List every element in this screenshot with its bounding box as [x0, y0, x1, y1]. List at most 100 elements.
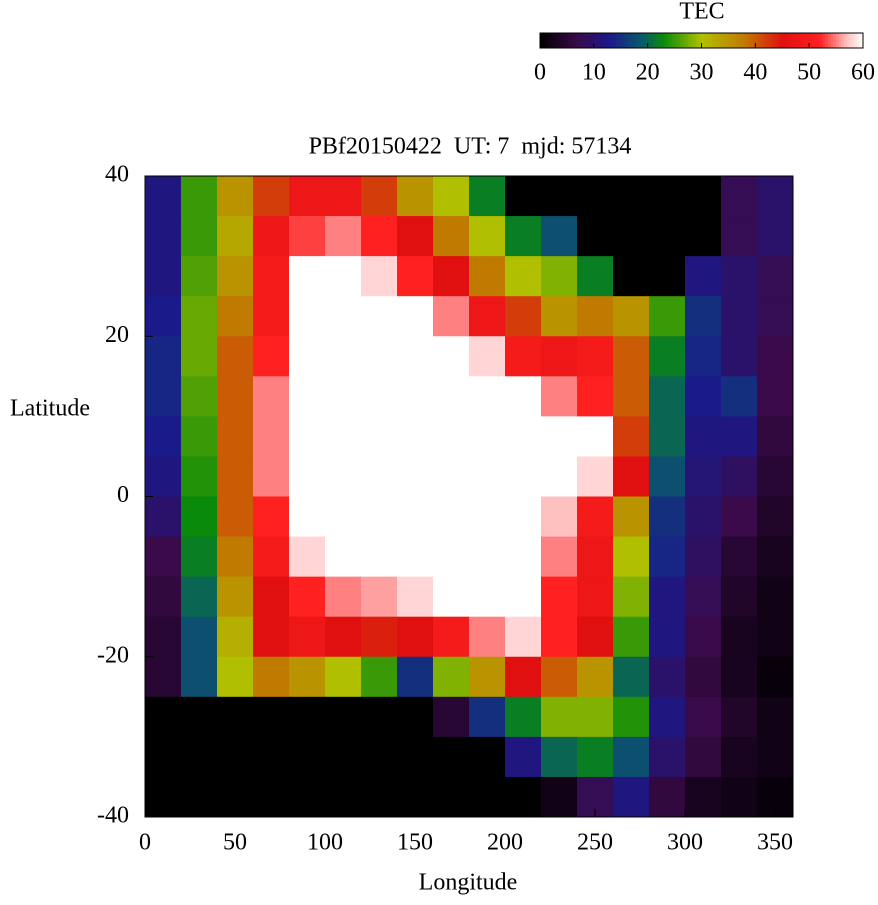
heat-cell	[505, 256, 542, 297]
colorbar-tick-label: 20	[636, 60, 660, 86]
colorbar-swatch	[844, 33, 848, 48]
heat-cell	[289, 736, 326, 778]
heat-cell	[289, 496, 326, 538]
heat-cell	[181, 616, 218, 658]
heat-cell	[397, 416, 434, 457]
heat-cell	[145, 376, 182, 417]
colorbar-tick-label: 40	[743, 60, 767, 86]
colorbar-swatch	[744, 33, 748, 48]
colorbar-swatch	[631, 33, 635, 48]
heat-cell	[649, 496, 686, 538]
heat-cell	[253, 656, 290, 698]
heat-cell	[433, 296, 470, 337]
heat-cell	[721, 296, 758, 337]
heat-cell	[469, 376, 506, 417]
heat-cell	[361, 616, 398, 658]
heat-cell	[685, 536, 722, 578]
heat-cell	[145, 496, 182, 538]
heat-cell	[613, 736, 650, 778]
y-tick-label: -40	[97, 803, 129, 829]
colorbar-swatch	[666, 33, 670, 48]
heat-cell	[397, 496, 434, 538]
heat-cell	[217, 336, 254, 377]
heat-cell	[541, 496, 578, 538]
heat-cell	[145, 256, 182, 297]
colorbar-swatch	[682, 33, 686, 48]
heat-cell	[577, 216, 614, 257]
heat-cell	[613, 576, 650, 618]
colorbar-swatch	[728, 33, 732, 48]
colorbar-swatch	[776, 33, 780, 48]
heat-cell	[649, 456, 686, 497]
heat-cell	[253, 776, 290, 818]
colorbar-swatch	[593, 33, 597, 48]
heat-cell	[685, 416, 722, 457]
colorbar-tick-label: 10	[582, 60, 606, 86]
heat-cell	[721, 456, 758, 497]
colorbar-swatch	[760, 33, 764, 48]
heat-cell	[757, 256, 794, 297]
heat-cell	[685, 376, 722, 417]
colorbar-swatch	[731, 33, 735, 48]
heat-cell	[613, 216, 650, 257]
heat-cell	[613, 696, 650, 738]
heat-cell	[145, 456, 182, 497]
heat-cell	[685, 656, 722, 698]
heat-cell	[181, 576, 218, 618]
y-tick-label: -20	[97, 642, 129, 668]
y-tick-label: 40	[105, 162, 129, 188]
heat-cell	[397, 456, 434, 497]
heat-cell	[181, 776, 218, 818]
heat-cell	[505, 456, 542, 497]
heat-cell	[757, 336, 794, 377]
heat-cell	[541, 456, 578, 497]
heat-cell	[577, 496, 614, 538]
colorbar-swatch	[825, 33, 829, 48]
colorbar-swatch	[585, 33, 589, 48]
heat-cell	[433, 616, 470, 658]
heat-cell	[181, 216, 218, 257]
heat-cell	[325, 336, 362, 377]
heat-cell	[361, 536, 398, 578]
colorbar-swatch	[548, 33, 552, 48]
heat-cell	[721, 536, 758, 578]
heat-cell	[613, 616, 650, 658]
colorbar-swatch	[714, 33, 719, 48]
heat-cell	[613, 256, 650, 297]
heat-cell	[217, 576, 254, 618]
heat-cell	[289, 576, 326, 618]
colorbar-swatch	[583, 33, 587, 48]
heat-cell	[361, 496, 398, 538]
heat-cell	[145, 536, 182, 578]
heat-cell	[361, 416, 398, 457]
colorbar-swatch	[677, 33, 681, 48]
heat-cell	[289, 336, 326, 377]
heat-cell	[577, 736, 614, 778]
heat-cell	[433, 536, 470, 578]
heat-cell	[289, 696, 326, 738]
colorbar-swatch	[712, 33, 716, 48]
heat-cell	[469, 256, 506, 297]
heat-cell	[181, 296, 218, 337]
heat-cell	[721, 176, 758, 217]
x-tick-label: 350	[757, 830, 793, 856]
colorbar-swatch	[698, 33, 702, 48]
colorbar-swatch	[626, 33, 630, 48]
heat-cell	[649, 576, 686, 618]
colorbar-swatch	[679, 33, 684, 48]
colorbar-swatch	[755, 33, 759, 48]
heat-cell	[685, 176, 722, 217]
heat-cell	[721, 216, 758, 257]
colorbar-swatch	[782, 33, 786, 48]
colorbar-swatch	[671, 33, 675, 48]
heat-cell	[253, 336, 290, 377]
heat-cell	[505, 376, 542, 417]
heat-cell	[469, 536, 506, 578]
heat-cell	[721, 496, 758, 538]
colorbar-swatch	[814, 33, 818, 48]
colorbar-swatch	[779, 33, 783, 48]
heat-cell	[217, 456, 254, 497]
colorbar-swatch	[763, 33, 767, 48]
heat-cell	[397, 696, 434, 738]
heat-cell	[145, 656, 182, 698]
